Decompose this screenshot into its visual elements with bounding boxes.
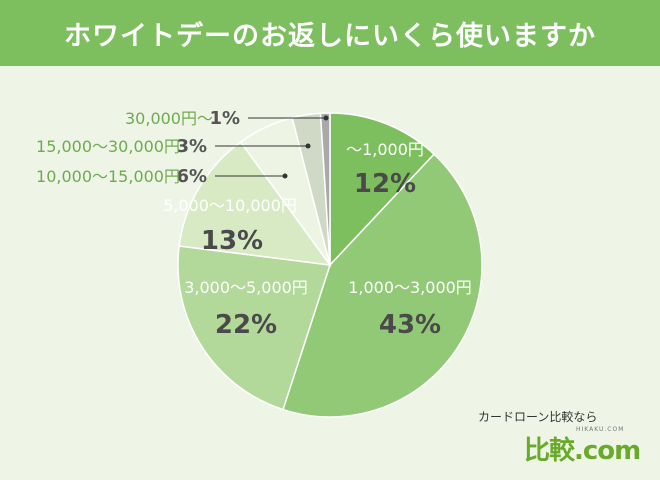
slice-pct-1: 43%	[379, 310, 441, 340]
brand-tagline: カードローン比較なら	[478, 410, 598, 424]
slice-label-3: 5,000〜10,000円	[163, 196, 297, 215]
slice-pct-5: 3%	[176, 136, 207, 157]
slice-pct-6: 1%	[209, 108, 240, 129]
pie-slice-1	[282, 153, 483, 418]
pie-slice-3	[178, 140, 332, 266]
brand-logo-block: カードローン比較なら HIKAKU.COM 比較.com	[478, 408, 641, 468]
page-title: ホワイトデーのお返しにいくら使いますか	[64, 20, 596, 52]
brand-logo: 比較.com	[524, 436, 641, 466]
pie-slice-0	[329, 112, 436, 267]
slice-pct-3: 13%	[201, 226, 263, 256]
slice-label-0: 〜1,000円	[346, 140, 424, 159]
slice-pct-2: 22%	[215, 310, 277, 340]
slice-label-1: 1,000〜3,000円	[348, 278, 472, 297]
slice-label-4: 10,000〜15,000円	[36, 167, 180, 186]
pie-slice-2	[177, 245, 331, 411]
leader-dot-4	[282, 173, 288, 179]
header-banner: ホワイトデーのお返しにいくら使いますか	[0, 0, 660, 66]
leader-dot-5	[305, 143, 311, 149]
slice-label-5: 15,000〜30,000円	[36, 137, 180, 156]
brand-sub: HIKAKU.COM	[576, 426, 625, 433]
pie-slice-6	[319, 112, 331, 266]
slice-pct-4: 6%	[176, 166, 207, 187]
leader-dot-6	[323, 115, 329, 121]
slice-label-2: 3,000〜5,000円	[184, 278, 308, 297]
slice-pct-0: 12%	[354, 169, 416, 199]
slice-label-6: 30,000円〜	[125, 109, 213, 128]
